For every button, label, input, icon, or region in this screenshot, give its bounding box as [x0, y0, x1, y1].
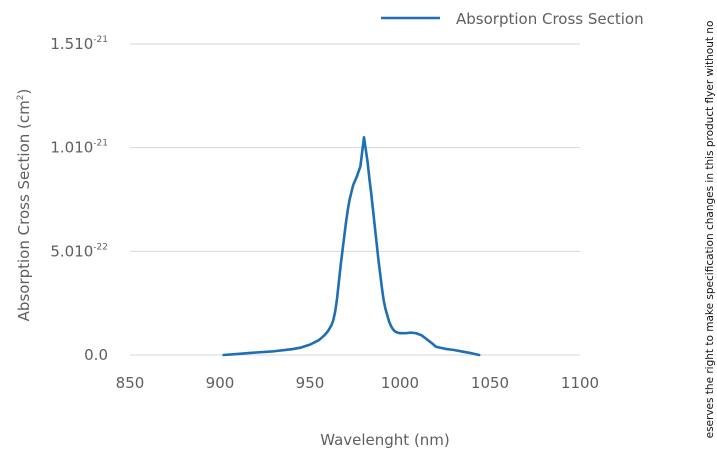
grid-lines — [130, 43, 580, 356]
x-tick-label: 850 — [116, 374, 145, 392]
x-tick-label: 1100 — [561, 374, 599, 392]
y-axis-title: Absorption Cross Section (cm2) — [15, 89, 33, 322]
side-disclaimer-text: eserves the right to make specification … — [704, 21, 716, 439]
x-tick-label: 1000 — [381, 374, 419, 392]
y-tick-label: 1.510-21 — [50, 35, 108, 53]
y-tick-label: 0.0 — [84, 346, 108, 364]
x-tick-label: 950 — [296, 374, 325, 392]
x-axis-title: Wavelenght (nm) — [320, 431, 450, 449]
x-tick-label: 1050 — [471, 374, 509, 392]
y-tick-label: 1.010-21 — [50, 139, 108, 157]
legend-label: Absorption Cross Section — [456, 10, 644, 28]
y-tick-label: 5.010-22 — [50, 242, 108, 260]
y-axis-ticks: 0.0 5.010-22 1.010-21 1.510-21 — [50, 35, 108, 364]
series-line-absorption-cross-section — [222, 136, 481, 357]
legend: Absorption Cross Section — [381, 10, 644, 28]
x-axis-ticks: 850 900 950 1000 1050 1100 — [116, 374, 599, 392]
x-tick-label: 900 — [206, 374, 235, 392]
